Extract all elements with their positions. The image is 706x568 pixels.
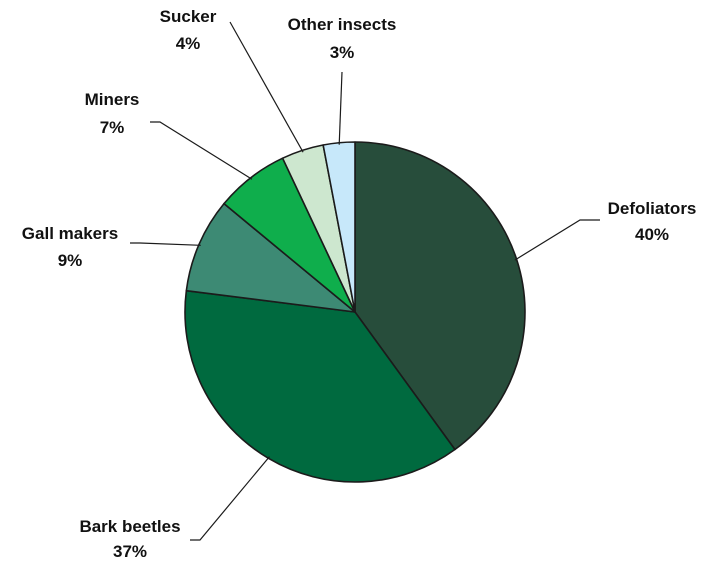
- leader-line-sucker: [229, 21, 304, 153]
- slice-percent-label: 7%: [100, 118, 125, 137]
- slice-name-label: Miners: [85, 90, 140, 109]
- slice-name-label: Bark beetles: [79, 517, 180, 536]
- leader-line-miners: [150, 121, 253, 180]
- slice-percent-label: 4%: [176, 34, 201, 53]
- leader-line-gall-makers: [130, 242, 201, 246]
- slice-name-label: Gall makers: [22, 224, 118, 243]
- pie-slices: [184, 141, 526, 483]
- slice-name-label: Other insects: [288, 15, 397, 34]
- leader-line-bark-beetles: [190, 456, 270, 541]
- slice-percent-label: 3%: [330, 43, 355, 62]
- slice-name-label: Defoliators: [608, 199, 697, 218]
- leader-line-other-insects: [338, 71, 343, 145]
- slice-labels: Defoliators 40% Bark beetles 37% Gall makers…: [22, 7, 697, 561]
- slice-percent-label: 40%: [635, 225, 669, 244]
- slice-name-label: Sucker: [160, 7, 217, 26]
- slice-percent-label: 9%: [58, 251, 83, 270]
- slice-percent-label: 37%: [113, 542, 147, 561]
- pie-slice-gall-makers: [185, 202, 356, 313]
- leader-line-defoliators: [514, 219, 600, 261]
- leader-lines: [130, 21, 600, 541]
